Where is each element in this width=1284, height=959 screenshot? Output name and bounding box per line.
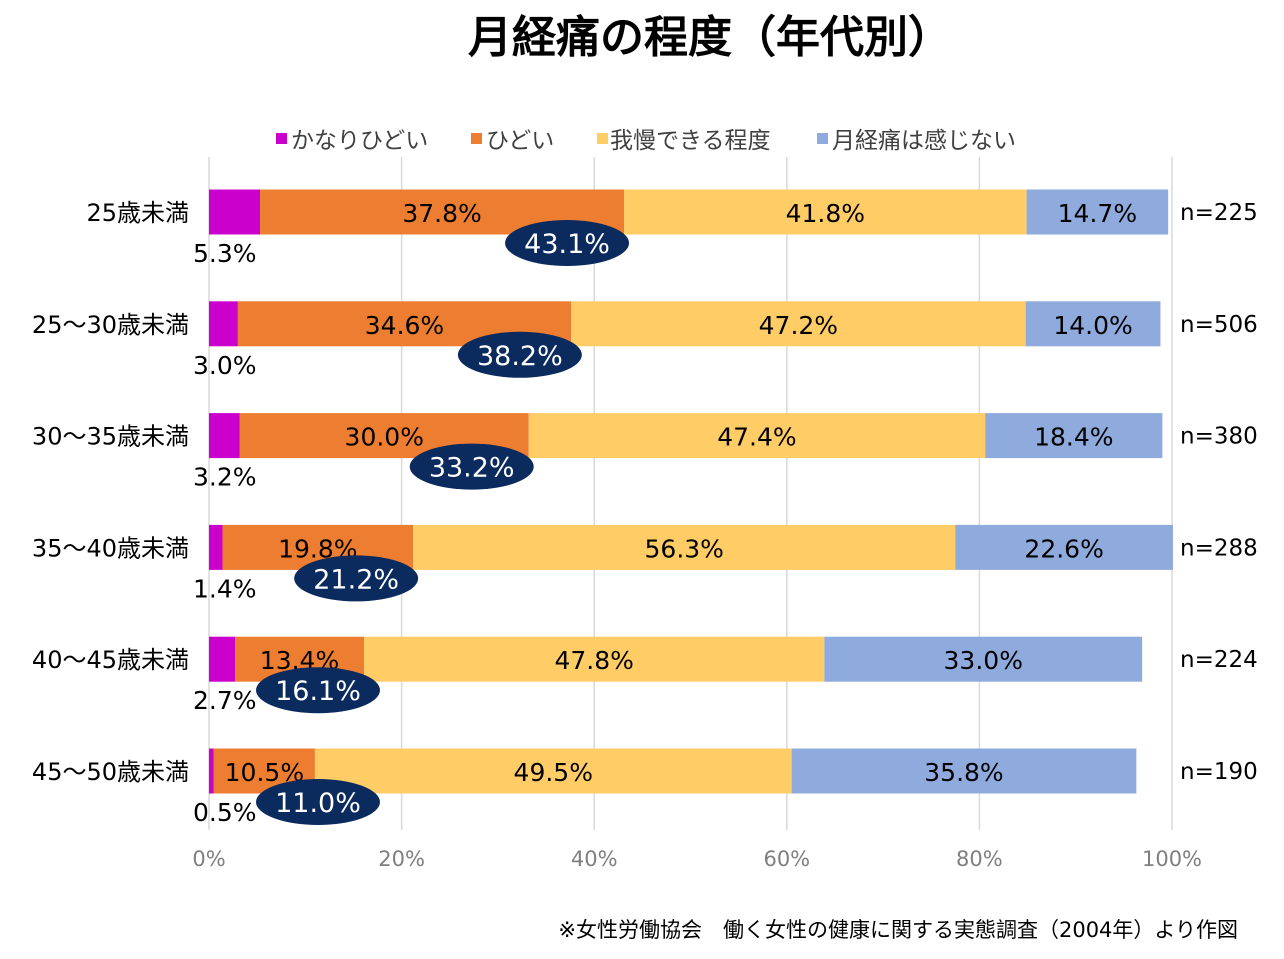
- combined-severe-label: 38.2%: [477, 341, 563, 372]
- legend: かなりひどい ひどい 我慢できる程度 月経痛は感じない: [276, 128, 1016, 154]
- legend-swatch: [471, 133, 482, 144]
- category-label: 30～35歳未満: [32, 423, 189, 451]
- bar-segment: [209, 413, 240, 459]
- data-label: 47.4%: [717, 423, 796, 452]
- bar-segment: [791, 748, 1137, 794]
- bar-segment: [209, 301, 238, 347]
- legend-label: 月経痛は感じない: [832, 128, 1016, 154]
- data-label: 47.2%: [759, 311, 838, 340]
- legend-swatch: [276, 133, 287, 144]
- x-tick-label: 100%: [1142, 847, 1202, 871]
- data-label: 2.7%: [193, 686, 257, 715]
- combined-severe-label: 21.2%: [313, 564, 399, 595]
- x-tick-label: 20%: [378, 847, 425, 871]
- category-label: 45～50歳未満: [32, 758, 189, 786]
- combined-severe-badge: [457, 331, 582, 378]
- data-label: 56.3%: [645, 534, 724, 563]
- data-label: 41.8%: [786, 199, 865, 228]
- category-label: 35～40歳未満: [32, 534, 189, 562]
- combined-severe-badge: [294, 555, 419, 602]
- combined-severe-label: 43.1%: [524, 229, 610, 260]
- combined-severe-badge: [409, 443, 534, 490]
- bar-segment: [209, 189, 261, 235]
- bar-segment: [985, 413, 1163, 459]
- data-label: 14.7%: [1058, 199, 1137, 228]
- bar-segment: [413, 524, 956, 570]
- bar-segment: [624, 189, 1027, 235]
- bar-segment: [209, 636, 236, 682]
- data-label: 30.0%: [345, 423, 424, 452]
- sample-size-label: n=224: [1180, 647, 1258, 673]
- data-label: 34.6%: [365, 311, 444, 340]
- legend-swatch: [597, 133, 608, 144]
- sample-size-label: n=190: [1180, 759, 1258, 785]
- data-label: 18.4%: [1034, 423, 1113, 452]
- combined-severe-label: 33.2%: [429, 453, 515, 484]
- bar-segment: [824, 636, 1143, 682]
- bar-segment: [314, 748, 792, 794]
- data-label: 49.5%: [514, 758, 593, 787]
- data-label: 14.0%: [1053, 311, 1132, 340]
- sample-size-label: n=380: [1180, 424, 1258, 450]
- x-tick-label: 80%: [956, 847, 1003, 871]
- legend-label: 我慢できる程度: [610, 128, 771, 154]
- data-label: 5.3%: [193, 239, 257, 268]
- sample-size-label: n=225: [1180, 200, 1258, 226]
- legend-label: ひどい: [486, 128, 554, 154]
- chart-title: 月経痛の程度（年代別）: [468, 12, 952, 63]
- gridlines: [208, 157, 1173, 830]
- x-tick-label: 40%: [571, 847, 618, 871]
- source-note: ※女性労働協会 働く女性の健康に関する実態調査（2004年）より作図: [558, 918, 1238, 942]
- x-tick-label: 60%: [763, 847, 810, 871]
- bar-segment: [955, 524, 1173, 570]
- data-label: 0.5%: [193, 798, 257, 827]
- bar-segment: [1025, 301, 1161, 347]
- bar-segment: [571, 301, 1026, 347]
- data-label: 22.6%: [1024, 534, 1103, 563]
- category-label: 25歳未満: [86, 199, 189, 227]
- data-label: 3.2%: [193, 463, 257, 492]
- data-label: 37.8%: [402, 199, 481, 228]
- data-label: 1.4%: [193, 574, 257, 603]
- category-label: 25～30歳未満: [32, 311, 189, 339]
- x-tick-label: 0%: [192, 847, 225, 871]
- data-label: 3.0%: [193, 351, 257, 380]
- bar-segment: [528, 413, 986, 459]
- sample-size-label: n=288: [1180, 535, 1258, 561]
- combined-severe-label: 11.0%: [275, 788, 361, 819]
- combined-severe-badge: [256, 667, 380, 714]
- combined-severe-label: 16.1%: [275, 676, 361, 707]
- legend-label: かなりひどい: [291, 128, 428, 154]
- legend-swatch: [817, 133, 828, 144]
- combined-severe-badge: [505, 220, 630, 266]
- category-label: 40～45歳未満: [32, 646, 189, 674]
- sample-size-label: n=506: [1180, 312, 1258, 338]
- bar-segment: [209, 748, 214, 794]
- data-label: 47.8%: [554, 646, 633, 675]
- data-label: 33.0%: [944, 646, 1023, 675]
- data-label: 35.8%: [924, 758, 1003, 787]
- bar-segment: [209, 524, 223, 570]
- combined-severe-badge: [256, 779, 380, 825]
- bar-segment: [364, 636, 825, 682]
- x-axis: 0% 20% 40% 60% 80% 100%: [192, 847, 1202, 871]
- bar-segment: [1026, 189, 1169, 235]
